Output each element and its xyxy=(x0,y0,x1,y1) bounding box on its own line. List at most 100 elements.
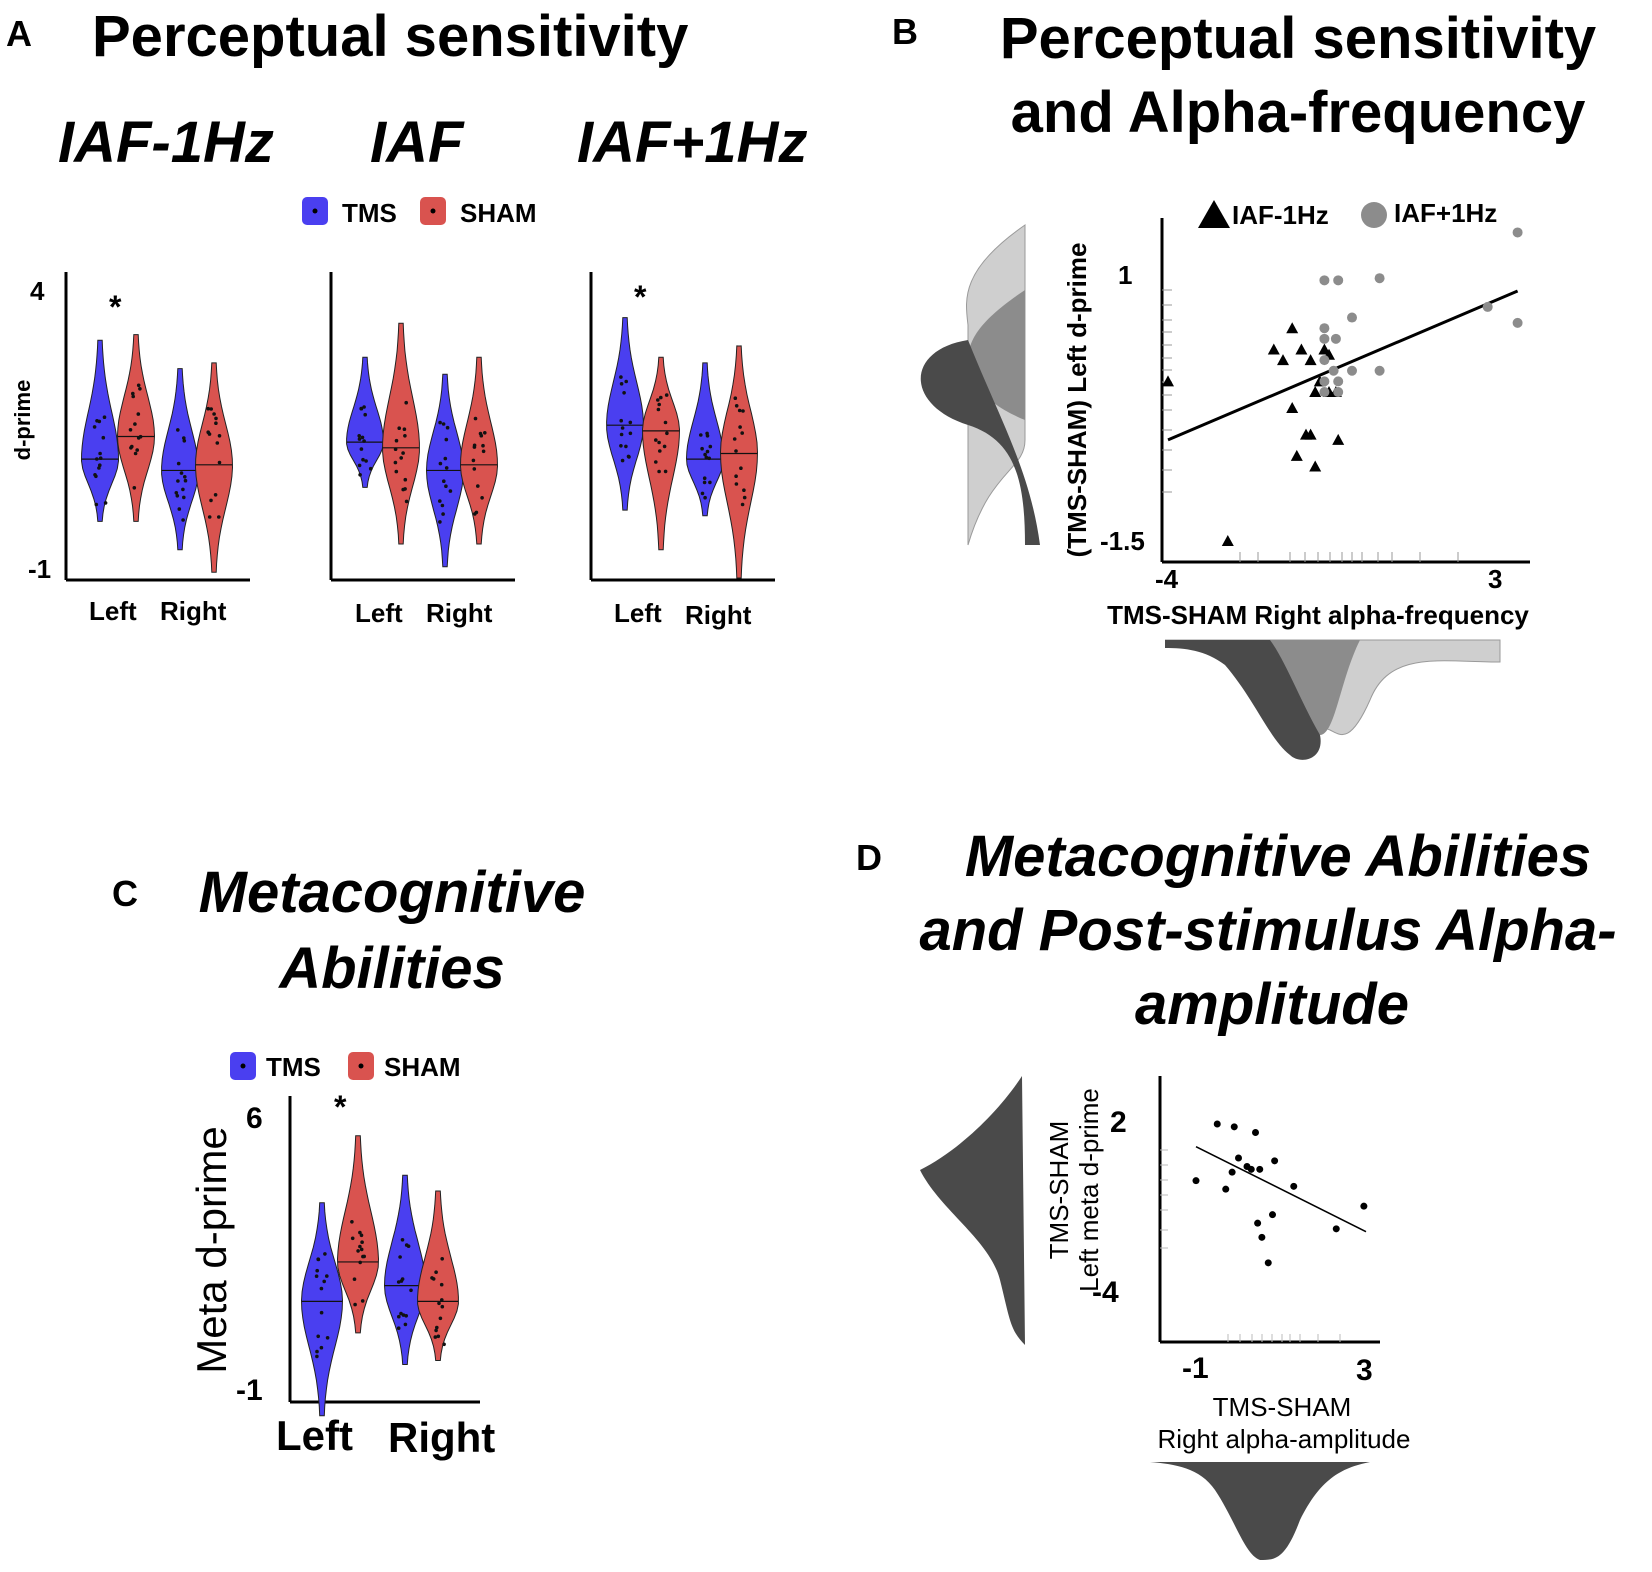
a2-left-sham-point xyxy=(403,477,408,482)
a3-left-tms-point xyxy=(624,379,628,384)
a1-left-tms-point xyxy=(98,456,103,461)
a3-right-tms-point xyxy=(700,446,704,451)
a1-right-tms-point xyxy=(179,471,184,475)
d-left-density xyxy=(920,1076,1025,1345)
b-fit-line xyxy=(1167,289,1519,442)
a1-left-sham-point xyxy=(136,412,141,416)
a-ytick-top: 4 xyxy=(30,276,45,306)
a3-right-sham-point xyxy=(734,404,739,408)
c-legend-tms-dot xyxy=(240,1063,246,1069)
d-ylabel-line1: TMS-SHAM xyxy=(1044,1121,1074,1260)
a2-right-sham-point xyxy=(473,416,478,421)
a2-right-sham-violin xyxy=(459,356,499,545)
d-point xyxy=(1332,1225,1340,1233)
b-point-iaf-minus xyxy=(1286,402,1299,413)
a3-xlabel-right: Right xyxy=(685,600,752,630)
c-left-tms-violin xyxy=(300,1202,344,1417)
a3-left-tms-point xyxy=(626,454,631,459)
a3-left-tms-point xyxy=(624,444,628,449)
b-ylabel: (TMS-SHAM) Left d-prime xyxy=(1062,243,1092,558)
a3-right-sham-point xyxy=(737,408,742,413)
legend-tms-label: TMS xyxy=(342,198,397,228)
a1-left-sham-point xyxy=(131,391,135,396)
c-right-sham-point xyxy=(440,1257,445,1261)
b-point-iaf-plus xyxy=(1333,387,1344,398)
b-ytick-bottom: -1.5 xyxy=(1100,526,1145,556)
c-significance-star: * xyxy=(334,1089,347,1125)
legend-tms-dot xyxy=(312,208,318,214)
c-xlabel-right: Right xyxy=(388,1414,495,1461)
c-left-tms-point xyxy=(315,1349,319,1354)
panel-a-title: Perceptual sensitivity xyxy=(92,4,688,69)
a3-right-sham-point xyxy=(740,502,745,507)
a2-right-tms-point xyxy=(443,456,448,461)
d-point xyxy=(1228,1168,1236,1176)
c-left-sham-point xyxy=(360,1299,365,1303)
a3-left-sham-violin xyxy=(641,356,681,551)
d-fit-line xyxy=(1195,1145,1367,1233)
a1-right-tms-point xyxy=(177,507,182,511)
d-point xyxy=(1254,1219,1262,1227)
c-left-sham-point xyxy=(350,1220,354,1224)
c-right-tms-point xyxy=(399,1311,403,1316)
a3-left-tms-point xyxy=(622,391,626,395)
panel-c-letter: C xyxy=(112,873,138,914)
a3-right-sham-point xyxy=(741,409,745,413)
a1-significance-star: * xyxy=(109,289,122,325)
a3-right-sham-point xyxy=(734,474,738,479)
a1-left-tms-point xyxy=(95,457,99,461)
d-xlabel-line1: TMS-SHAM xyxy=(1213,1392,1352,1422)
a3-left-sham-point xyxy=(654,460,658,464)
c-right-sham-point xyxy=(435,1325,439,1330)
a3-xlabel-left: Left xyxy=(614,598,662,628)
a2-left-sham-point xyxy=(394,438,399,443)
a3-right-sham-point xyxy=(738,425,742,429)
c-right-tms-point xyxy=(397,1314,401,1319)
legend-sham-label: SHAM xyxy=(460,198,537,228)
a1-left-tms-point xyxy=(98,463,102,468)
a2-right-sham-point xyxy=(483,431,487,435)
c-right-sham-point xyxy=(438,1316,443,1321)
a3-left-tms-point xyxy=(628,420,633,425)
d-scatter xyxy=(1158,1076,1380,1344)
a1-right-tms-point xyxy=(174,491,179,495)
c-left-sham-point xyxy=(356,1249,360,1253)
panel-c: C Metacognitive Abilities TMS SHAM 6 -1 … xyxy=(112,860,585,1461)
a2-left-sham-point xyxy=(402,427,407,432)
d-point xyxy=(1247,1165,1255,1173)
a2-right-sham-point xyxy=(476,484,480,488)
a1-left-tms-point xyxy=(101,435,106,440)
a2-right-tms-point xyxy=(445,425,450,430)
d-point xyxy=(1222,1185,1230,1193)
legend-iaf-plus-label: IAF+1Hz xyxy=(1394,198,1497,228)
c-left-tms-point xyxy=(325,1274,329,1278)
b-point-iaf-minus xyxy=(1277,354,1289,366)
a1-left-tms-point xyxy=(102,415,107,420)
c-legend-sham-label: SHAM xyxy=(384,1052,461,1082)
d-point xyxy=(1256,1165,1264,1173)
c-left-tms-point xyxy=(314,1274,319,1278)
c-right-tms-point xyxy=(398,1255,402,1259)
c-right-sham-point xyxy=(440,1298,444,1302)
a1-right-sham-point xyxy=(209,498,213,503)
d-ylabel-line2: Left meta d-prime xyxy=(1074,1088,1104,1292)
a3-right-tms-point xyxy=(704,455,709,460)
c-left-tms-point xyxy=(315,1268,320,1273)
a2-right-sham-point xyxy=(481,443,485,448)
subtitle-iaf-minus: IAF-1Hz xyxy=(58,110,274,175)
a1-left-tms-point xyxy=(97,466,101,470)
a2-left-tms-point xyxy=(357,437,362,441)
a2-right-sham-point xyxy=(471,458,476,463)
panel-a: A Perceptual sensitivity IAF-1Hz IAF IAF… xyxy=(6,4,807,630)
a3-left-tms-point xyxy=(628,431,633,436)
a3-right-sham-point xyxy=(742,495,747,500)
d-ytick-bottom: -4 xyxy=(1092,1276,1119,1309)
a1-right-sham-point xyxy=(206,406,210,411)
a1-right-tms-point xyxy=(181,487,185,492)
d-point xyxy=(1230,1123,1238,1131)
c-left-sham-point xyxy=(358,1260,363,1265)
a1-right-tms-point xyxy=(176,479,180,483)
a3-right-tms-point xyxy=(702,476,707,481)
a2-right-sham-point xyxy=(481,449,486,454)
a2-left-sham-point xyxy=(403,434,407,438)
